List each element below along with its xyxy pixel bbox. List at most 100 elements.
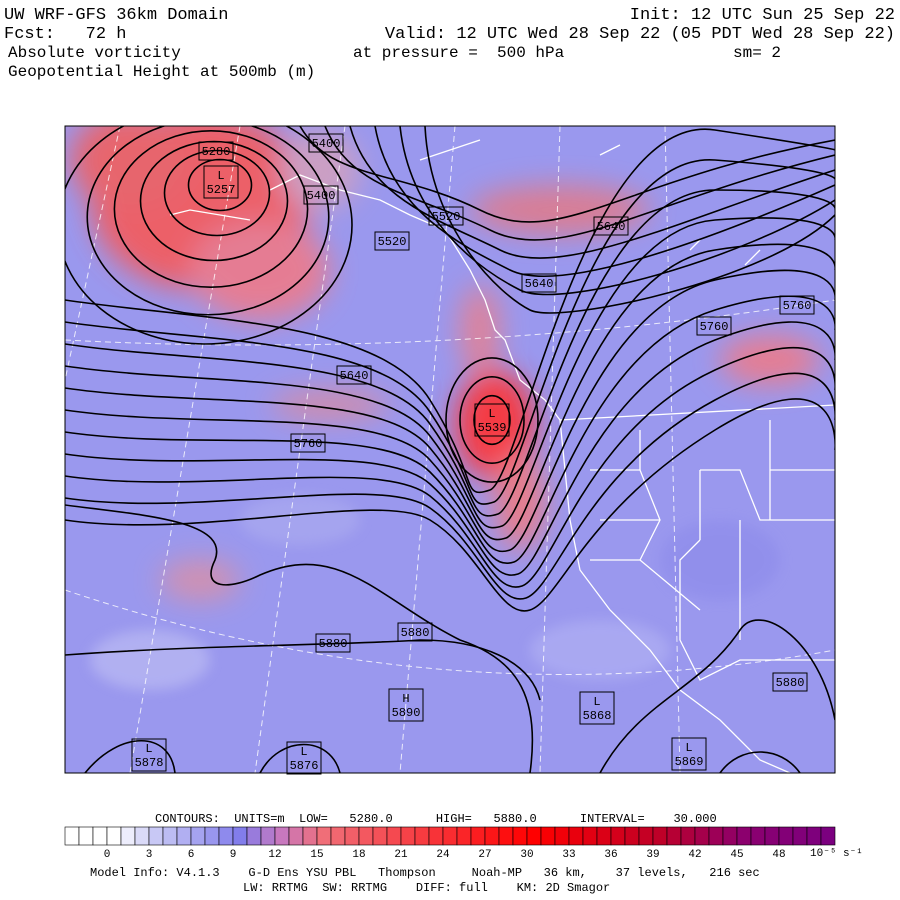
contour (65, 295, 835, 565)
colorbar-cell (512, 826, 528, 846)
contour (459, 375, 525, 464)
colorbar-cell (330, 826, 346, 846)
colorbar-cell (554, 826, 570, 846)
contour-label: 5520 (378, 235, 407, 249)
contour (84, 740, 176, 773)
pressure-center: 5868 (583, 709, 612, 723)
pressure-center: L (217, 169, 224, 183)
contour (65, 639, 541, 701)
contour (65, 189, 835, 517)
colorbar-cell (218, 826, 234, 846)
colorbar-label: 42 (688, 849, 701, 861)
colorbar-cell (470, 826, 486, 846)
colorbar-label: 12 (268, 849, 281, 861)
colorbar-cell (498, 826, 514, 846)
colorbar-cell (568, 826, 584, 846)
pressure-center: L (145, 742, 152, 756)
colorbar-cell (638, 826, 654, 846)
colorbar-cell (526, 826, 542, 846)
contour (473, 394, 511, 446)
colorbar-cell (372, 826, 388, 846)
colorbar-cell (820, 826, 836, 846)
field-name-2: Geopotential Height at 500mb (m) (8, 63, 315, 81)
contour-label: 5640 (597, 220, 626, 234)
contour (65, 243, 835, 541)
colorbar-cell (736, 826, 752, 846)
contour (719, 751, 801, 773)
contour (424, 126, 835, 314)
colorbar-cell (414, 826, 430, 846)
colorbar-cell (358, 826, 374, 846)
pressure-center: 5869 (675, 755, 704, 769)
colorbar-label: 0 (104, 849, 111, 861)
contour-label: 5760 (700, 320, 729, 334)
pressure-center: 5878 (135, 756, 164, 770)
colorbar-cell (190, 826, 206, 846)
contour-info: CONTOURS: UNITS=m LOW= 5280.0 HIGH= 5880… (155, 812, 717, 826)
contour-label: 5880 (776, 676, 805, 690)
pressure-center: 5890 (392, 706, 421, 720)
colorbar-cell (764, 826, 780, 846)
colorbar-cell (540, 826, 556, 846)
colorbar-label: 30 (520, 849, 533, 861)
colorbar-cell (596, 826, 612, 846)
contour-label: 5400 (307, 189, 336, 203)
pressure-center: H (402, 692, 409, 706)
init-time: Init: 12 UTC Sun 25 Sep 22 (630, 6, 895, 25)
pressure-center-box (671, 737, 707, 771)
contour (599, 619, 835, 773)
colorbar-cell (162, 826, 178, 846)
contour (374, 126, 835, 277)
pressure-center-box (388, 688, 424, 722)
pressure-center-box (579, 691, 615, 725)
colorbar-cell (582, 826, 598, 846)
contour-label: 5400 (312, 137, 341, 151)
contour-label: 5760 (783, 299, 812, 313)
valid-time: Valid: 12 UTC Wed 28 Sep 22 (05 PDT Wed … (385, 25, 895, 44)
pressure-center: L (488, 407, 495, 421)
colorbar-label: 6 (188, 849, 195, 861)
contour-label-box (521, 273, 557, 293)
smoothing: sm= 2 (733, 44, 781, 62)
pressure-center: L (685, 741, 692, 755)
colorbar-cell (792, 826, 808, 846)
forecast-hour: Fcst: 72 h (4, 25, 126, 44)
contour (65, 128, 835, 494)
contour (65, 346, 835, 588)
contour-label: 5760 (294, 437, 323, 451)
colorbar-label: 15 (310, 849, 323, 861)
contour (65, 217, 835, 529)
pressure-center: L (300, 745, 307, 759)
title: UW WRF-GFS 36km Domain (4, 6, 228, 25)
colorbar-label: 21 (394, 849, 408, 861)
field-name: Absolute vorticity (8, 44, 181, 62)
colorbar-cell (442, 826, 458, 846)
contour-label: 5640 (340, 369, 369, 383)
colorbar-cell (176, 826, 192, 846)
contour-label-box (696, 316, 732, 336)
colorbar-cell (92, 826, 108, 846)
colorbar-label: 45 (730, 849, 743, 861)
colorbar-cell (120, 826, 136, 846)
physics-info: LW: RRTMG SW: RRTMG DIFF: full KM: 2D Sm… (243, 881, 610, 895)
colorbar-unit: 10⁻⁵ s⁻¹ (810, 848, 863, 860)
contour (65, 159, 835, 505)
contour (259, 743, 341, 773)
pressure: at pressure = 500 hPa (353, 44, 565, 62)
colorbar-cell (778, 826, 794, 846)
colorbar-cell (666, 826, 682, 846)
contour (65, 269, 835, 553)
contour-label: 5520 (432, 210, 461, 224)
colorbar-cell (274, 826, 290, 846)
colorbar-cell (134, 826, 150, 846)
contour (65, 126, 353, 345)
contour-label-box (315, 633, 351, 653)
colorbar-cell (316, 826, 332, 846)
contour-label-box (303, 185, 339, 205)
contour (399, 126, 835, 296)
pressure-center: 5257 (207, 183, 236, 197)
contour (65, 372, 835, 600)
colorbar-cell (302, 826, 318, 846)
contour-label-box (397, 622, 433, 642)
